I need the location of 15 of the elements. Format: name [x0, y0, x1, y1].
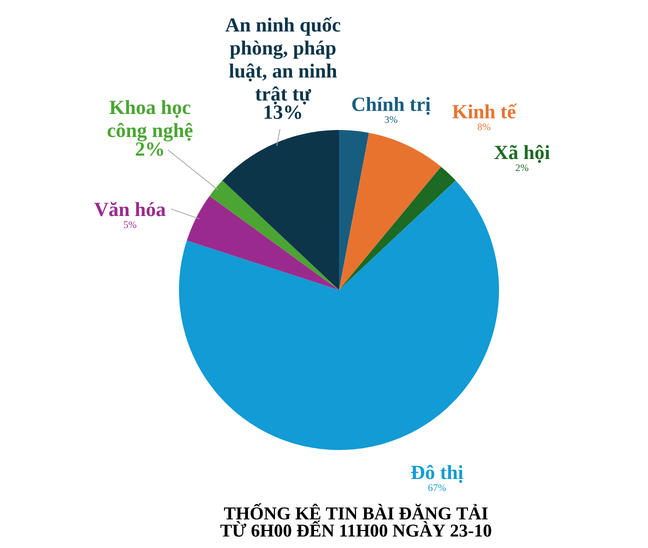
data-label: 2% — [136, 142, 164, 156]
slice-label: Khoa học công nghệ — [108, 100, 193, 142]
data-label: 67% — [428, 484, 446, 492]
data-label: 13% — [264, 105, 302, 120]
slice-label: Đô thị — [411, 464, 464, 483]
slice-label: Văn hóa — [94, 202, 166, 216]
slice-label: An ninh quốc phòng, pháp luật, an ninh trật tự — [225, 16, 340, 104]
data-label: 5% — [124, 221, 136, 228]
data-label: 2% — [516, 164, 528, 172]
slice-label: Kinh tế — [452, 104, 517, 118]
slice-label: Xã hội — [494, 144, 550, 163]
slice-label: Chính trị — [352, 97, 430, 115]
data-label: 8% — [478, 124, 490, 130]
text: THỐNG KÊ TIN BÀI ĐĂNG TẢI TỪ 6H00 ĐẾN 11H00 NGÀY 23-10 — [220, 503, 492, 537]
data-label: 3% — [384, 116, 398, 123]
